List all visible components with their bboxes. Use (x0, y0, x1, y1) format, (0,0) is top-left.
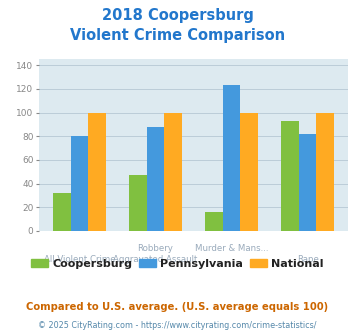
Bar (299, 134, 316, 231)
Text: 2018 Coopersburg: 2018 Coopersburg (102, 8, 253, 23)
Text: Rape: Rape (297, 255, 318, 264)
Text: © 2025 CityRating.com - https://www.cityrating.com/crime-statistics/: © 2025 CityRating.com - https://www.city… (38, 321, 317, 330)
Bar (164, 113, 182, 231)
Bar (88, 113, 105, 231)
Bar (240, 113, 258, 231)
Bar (129, 175, 147, 231)
Text: All Violent Crime: All Violent Crime (44, 255, 115, 264)
Bar (223, 85, 240, 231)
Bar (316, 113, 334, 231)
Text: Robbery: Robbery (137, 244, 173, 253)
Bar (147, 127, 164, 231)
Text: Murder & Mans...: Murder & Mans... (195, 244, 268, 253)
Bar (53, 193, 71, 231)
Bar (71, 136, 88, 231)
Bar (205, 212, 223, 231)
Legend: Coopersburg, Pennsylvania, National: Coopersburg, Pennsylvania, National (27, 254, 328, 273)
Text: Compared to U.S. average. (U.S. average equals 100): Compared to U.S. average. (U.S. average … (26, 302, 329, 312)
Text: Aggravated Assault: Aggravated Assault (113, 255, 198, 264)
Bar (282, 121, 299, 231)
Text: Violent Crime Comparison: Violent Crime Comparison (70, 28, 285, 43)
